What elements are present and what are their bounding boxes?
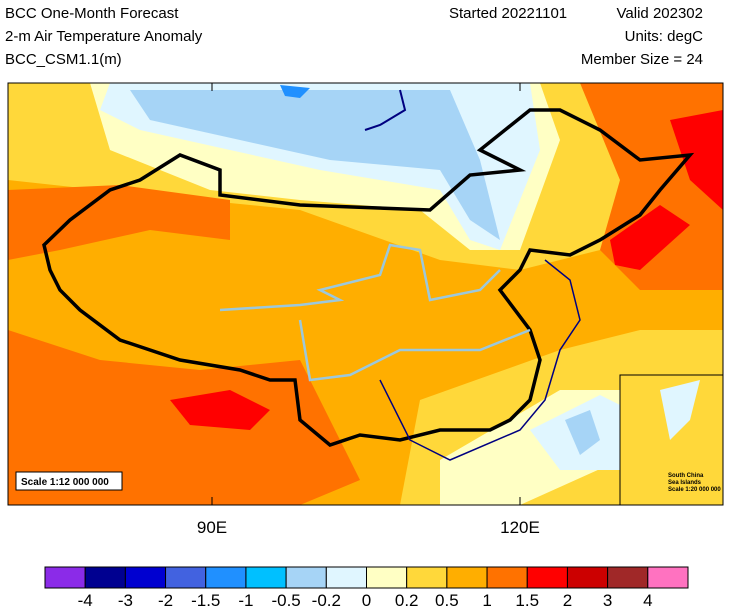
map: South China Sea Islands Scale 1:20 000 0… [8, 83, 723, 505]
colorbar-label: -1.5 [191, 591, 220, 608]
colorbar-box [406, 566, 448, 589]
valid: Valid 202302 [617, 5, 703, 22]
lon-label: 90E [197, 518, 227, 537]
started: Started 20221101 [449, 5, 567, 22]
colorbar-box [165, 566, 207, 589]
colorbar-label: -0.5 [271, 591, 300, 608]
colorbar-box [325, 566, 367, 589]
member-size: Member Size = 24 [581, 51, 703, 68]
colorbar-box [205, 566, 247, 589]
colorbar-label: -1 [238, 591, 253, 608]
colorbar-label: -0.2 [312, 591, 341, 608]
inset-label: Scale 1:20 000 000 [668, 487, 721, 493]
units: Units: degC [625, 28, 704, 45]
colorbar-box [84, 566, 126, 589]
colorbar-label: -3 [118, 591, 133, 608]
colorbar-box [124, 566, 167, 589]
colorbar-label: 0.2 [395, 591, 419, 608]
colorbar-label: 0.5 [435, 591, 459, 608]
scale-label: Scale 1:12 000 000 [21, 477, 109, 488]
colorbar-box [647, 566, 689, 589]
header-line: BCC_CSM1.1(m) [5, 51, 122, 68]
map-frame [7, 82, 724, 506]
colorbar-label: 3 [603, 591, 612, 608]
colorbar-box [607, 566, 649, 589]
colorbar-label: 2 [563, 591, 572, 608]
colorbar-box [446, 566, 488, 589]
colorbar-box [245, 566, 287, 589]
colorbar-box [285, 566, 327, 589]
header-line: 2-m Air Temperature Anomaly [5, 28, 203, 45]
colorbar-label: 1.5 [515, 591, 539, 608]
inset-label: Sea Islands [668, 480, 702, 486]
colorbar-label: -4 [78, 591, 93, 608]
lon-label: 120E [500, 518, 540, 537]
colorbar-label: 4 [643, 591, 652, 608]
colorbar-label: 1 [482, 591, 491, 608]
colorbar-box [44, 566, 86, 589]
colorbar-label: -2 [158, 591, 173, 608]
colorbar-label: 0 [362, 591, 371, 608]
colorbar-box [486, 566, 528, 589]
inset-label: South China [668, 473, 704, 479]
header-line: BCC One-Month Forecast [5, 5, 179, 22]
colorbar-box [566, 566, 609, 589]
colorbar-box [526, 566, 568, 589]
colorbar-box [366, 566, 408, 589]
